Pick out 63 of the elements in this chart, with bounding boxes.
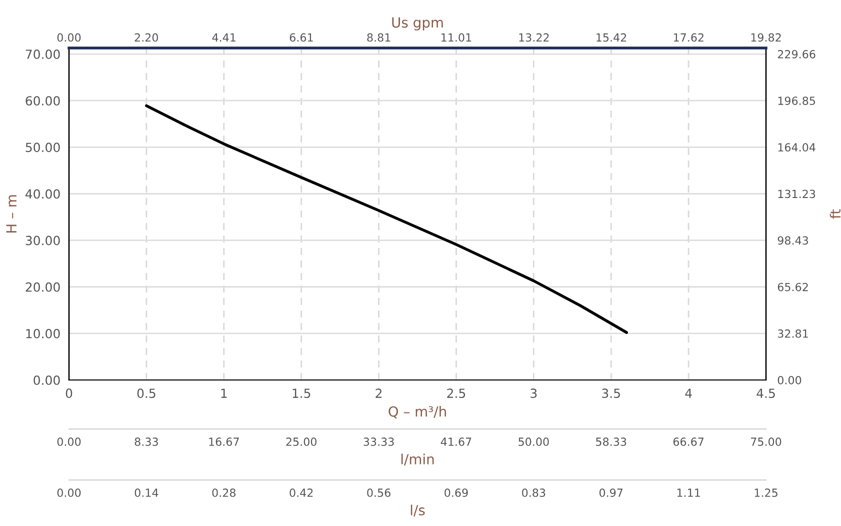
text: l/s xyxy=(410,504,425,516)
y2-tick-label: 131.23 xyxy=(778,190,816,198)
text: 75.00 xyxy=(751,438,782,446)
text: 0.69 xyxy=(444,488,468,497)
x2-tick-label: 2.20 xyxy=(134,33,158,42)
x2-axis-title: Us gpm xyxy=(392,17,443,30)
y-tick-label: 40.00 xyxy=(25,189,60,199)
x2-tick-label: 19.82 xyxy=(751,33,781,42)
text: 41.67 xyxy=(440,438,472,446)
x2-tick-label: 13.22 xyxy=(519,33,549,42)
text: 0.00 xyxy=(57,438,81,446)
text: l/min xyxy=(401,454,434,466)
line-series xyxy=(145,104,628,334)
text: 0.00 xyxy=(57,488,81,497)
y-axis-title: H – m xyxy=(6,195,16,233)
x-tick-label: 1.5 xyxy=(292,388,310,398)
y-tick-label: 70.00 xyxy=(26,50,60,59)
y-tick-label: 30.00 xyxy=(26,236,60,246)
x-tick-label: 4.5 xyxy=(756,388,775,398)
text: 58.33 xyxy=(596,438,626,446)
y2-axis-title: ft xyxy=(830,209,840,219)
y2-tick-label: 164.04 xyxy=(778,143,816,152)
y2-tick-label: 65.62 xyxy=(778,282,808,292)
y-tick-label: 0.00 xyxy=(34,375,60,385)
text: 8.33 xyxy=(134,438,158,446)
text: 0.56 xyxy=(367,488,390,497)
text: 16.67 xyxy=(209,438,239,446)
x2-tick-label: 8.81 xyxy=(367,33,390,42)
x-tick-label: 3.5 xyxy=(602,388,620,398)
text: 25.00 xyxy=(286,438,316,446)
text: 0.97 xyxy=(599,488,623,497)
x2-tick-label: 4.41 xyxy=(212,33,236,42)
text: 50.00 xyxy=(518,438,549,446)
x-axis-title: Q – m³/h xyxy=(388,406,446,418)
x2-tick-label: 11.01 xyxy=(442,33,472,42)
x2-tick-label: 0.00 xyxy=(57,33,81,42)
text: 33.33 xyxy=(364,438,394,446)
text: 0.42 xyxy=(290,488,313,497)
y2-tick-label: 0.00 xyxy=(778,376,802,384)
x2-tick-label: 15.42 xyxy=(596,33,626,42)
x2-tick-label: 17.62 xyxy=(674,33,704,42)
y2-tick-label: 229.66 xyxy=(778,50,816,58)
text: 1.11 xyxy=(677,488,700,497)
x2-tick-label: 6.61 xyxy=(290,33,313,42)
text: 1.25 xyxy=(754,488,778,497)
y-tick-label: 10.00 xyxy=(26,328,60,338)
y2-tick-label: 32.81 xyxy=(778,329,808,338)
x-tick-label: 3 xyxy=(530,388,537,398)
y-tick-label: 20.00 xyxy=(26,282,60,292)
x-tick-label: 2 xyxy=(376,388,382,398)
x-tick-label: 1 xyxy=(221,388,227,398)
y2-tick-label: 196.85 xyxy=(778,96,816,105)
text: 0.14 xyxy=(134,488,158,497)
text: 66.67 xyxy=(673,438,704,446)
y2-tick-label: 98.43 xyxy=(778,236,808,245)
x-tick-label: 0.5 xyxy=(137,388,156,398)
y-tick-label: 60.00 xyxy=(26,96,60,106)
y-tick-label: 50.00 xyxy=(26,142,60,152)
x-tick-label: 2.5 xyxy=(447,388,466,398)
text: 0.28 xyxy=(212,488,236,497)
x-tick-label: 4 xyxy=(685,388,692,398)
x-tick-label: 0 xyxy=(66,388,72,398)
text: 0.83 xyxy=(522,488,546,497)
